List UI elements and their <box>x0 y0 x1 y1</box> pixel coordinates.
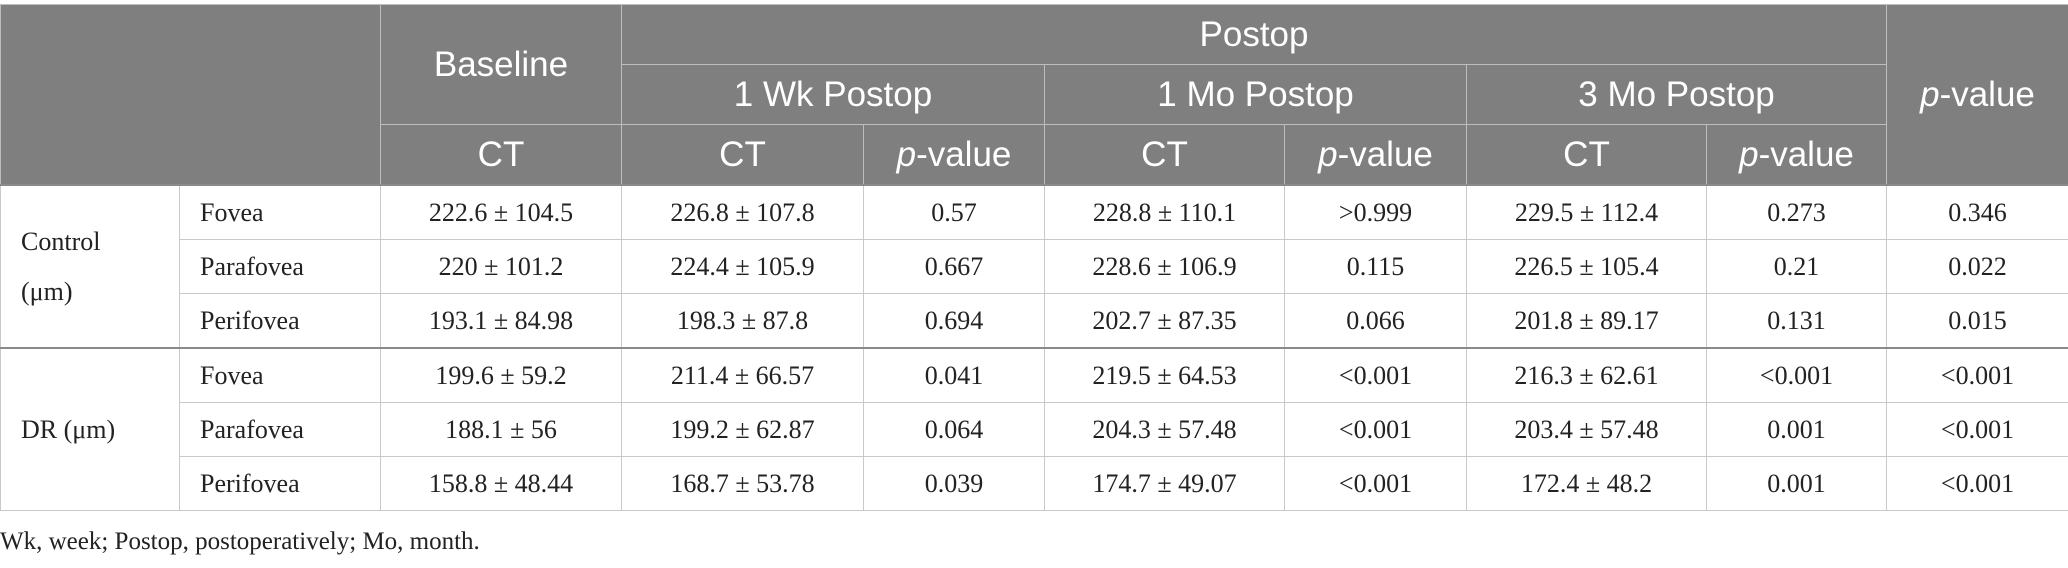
mo3-ct-cell: 203.4 ± 57.48 <box>1466 402 1707 457</box>
mo1-ct-cell: 228.8 ± 110.1 <box>1044 184 1285 240</box>
postop-header: Postop <box>621 4 1887 65</box>
period-header-3mo: 3 Mo Postop <box>1466 64 1887 125</box>
mo3-pvalue-cell: 0.131 <box>1706 293 1887 349</box>
group-label-dr: DR (μm) <box>0 347 180 511</box>
region-cell: Perifovea <box>179 293 381 349</box>
wk1-ct-cell: 168.7 ± 53.78 <box>621 456 864 511</box>
mo3-ct-cell: 229.5 ± 112.4 <box>1466 184 1707 240</box>
mo1-ct-cell: 219.5 ± 64.53 <box>1044 347 1285 403</box>
period-header-1wk: 1 Wk Postop <box>621 64 1045 125</box>
table-row: Parafovea 220 ± 101.2 224.4 ± 105.9 0.66… <box>1 239 2068 294</box>
mo1-ct-cell: 228.6 ± 106.9 <box>1044 239 1285 294</box>
wk1-pvalue-cell: 0.039 <box>863 456 1045 511</box>
group-label-control: Control (μm) <box>0 184 180 349</box>
wk1-pvalue-cell: 0.041 <box>863 347 1045 403</box>
table-row: Perifovea 193.1 ± 84.98 198.3 ± 87.8 0.6… <box>1 293 2068 349</box>
region-cell: Fovea <box>179 347 381 403</box>
mo1-pvalue-cell: <0.001 <box>1284 347 1467 403</box>
wk1-ct-cell: 226.8 ± 107.8 <box>621 184 864 240</box>
ct-header-1wk: CT <box>621 124 864 186</box>
mo3-pvalue-cell: <0.001 <box>1706 347 1887 403</box>
pvalue-header-1mo: p-value <box>1284 124 1467 186</box>
overall-pvalue-cell: <0.001 <box>1886 347 2068 403</box>
ct-header-1mo: CT <box>1044 124 1285 186</box>
region-cell: Perifovea <box>179 456 381 511</box>
mo3-ct-cell: 201.8 ± 89.17 <box>1466 293 1707 349</box>
baseline-ct-cell: 193.1 ± 84.98 <box>380 293 622 349</box>
mo3-pvalue-cell: 0.001 <box>1706 456 1887 511</box>
baseline-ct-cell: 199.6 ± 59.2 <box>380 347 622 403</box>
mo3-pvalue-cell: 0.21 <box>1706 239 1887 294</box>
mo3-ct-cell: 172.4 ± 48.2 <box>1466 456 1707 511</box>
pvalue-header-3mo: p-value <box>1706 124 1887 186</box>
table-row: Parafovea 188.1 ± 56 199.2 ± 62.87 0.064… <box>1 402 2068 457</box>
overall-pvalue-cell: 0.015 <box>1886 293 2068 349</box>
region-cell: Parafovea <box>179 239 381 294</box>
mo1-pvalue-cell: <0.001 <box>1284 402 1467 457</box>
mo1-pvalue-cell: 0.115 <box>1284 239 1467 294</box>
wk1-ct-cell: 224.4 ± 105.9 <box>621 239 864 294</box>
ct-table: Baseline Postop p-value 1 Wk Postop 1 Mo… <box>0 4 2068 511</box>
wk1-pvalue-cell: 0.57 <box>863 184 1045 240</box>
mo1-pvalue-cell: 0.066 <box>1284 293 1467 349</box>
baseline-ct-cell: 158.8 ± 48.44 <box>380 456 622 511</box>
baseline-ct-cell: 188.1 ± 56 <box>380 402 622 457</box>
mo3-ct-cell: 216.3 ± 62.61 <box>1466 347 1707 403</box>
mo1-pvalue-cell: >0.999 <box>1284 184 1467 240</box>
mo3-pvalue-cell: 0.273 <box>1706 184 1887 240</box>
ct-header-3mo: CT <box>1466 124 1707 186</box>
wk1-pvalue-cell: 0.667 <box>863 239 1045 294</box>
mo1-ct-cell: 202.7 ± 87.35 <box>1044 293 1285 349</box>
overall-pvalue-cell: 0.022 <box>1886 239 2068 294</box>
mo1-ct-cell: 204.3 ± 57.48 <box>1044 402 1285 457</box>
region-cell: Parafovea <box>179 402 381 457</box>
region-cell: Fovea <box>179 184 381 240</box>
overall-pvalue-cell: <0.001 <box>1886 456 2068 511</box>
wk1-ct-cell: 199.2 ± 62.87 <box>621 402 864 457</box>
wk1-ct-cell: 198.3 ± 87.8 <box>621 293 864 349</box>
wk1-pvalue-cell: 0.694 <box>863 293 1045 349</box>
mo1-ct-cell: 174.7 ± 49.07 <box>1044 456 1285 511</box>
table-row: Perifovea 158.8 ± 48.44 168.7 ± 53.78 0.… <box>1 456 2068 511</box>
corner-header <box>0 4 381 186</box>
overall-pvalue-cell: 0.346 <box>1886 184 2068 240</box>
overall-pvalue-header: p-value <box>1886 4 2068 186</box>
baseline-header: Baseline <box>380 4 622 125</box>
period-header-1mo: 1 Mo Postop <box>1044 64 1467 125</box>
pvalue-header-1wk: p-value <box>863 124 1045 186</box>
table-row: Control (μm) Fovea 222.6 ± 104.5 226.8 ± … <box>0 184 2068 349</box>
table-row: DR (μm) Fovea 199.6 ± 59.2 211.4 ± 66.57… <box>0 347 2068 511</box>
table-footnote: Wk, week; Postop, postoperatively; Mo, m… <box>0 528 480 555</box>
overall-pvalue-cell: <0.001 <box>1886 402 2068 457</box>
baseline-ct-cell: 222.6 ± 104.5 <box>380 184 622 240</box>
mo3-ct-cell: 226.5 ± 105.4 <box>1466 239 1707 294</box>
mo1-pvalue-cell: <0.001 <box>1284 456 1467 511</box>
baseline-ct-cell: 220 ± 101.2 <box>380 239 622 294</box>
ct-header-baseline: CT <box>380 124 622 186</box>
mo3-pvalue-cell: 0.001 <box>1706 402 1887 457</box>
wk1-pvalue-cell: 0.064 <box>863 402 1045 457</box>
wk1-ct-cell: 211.4 ± 66.57 <box>621 347 864 403</box>
